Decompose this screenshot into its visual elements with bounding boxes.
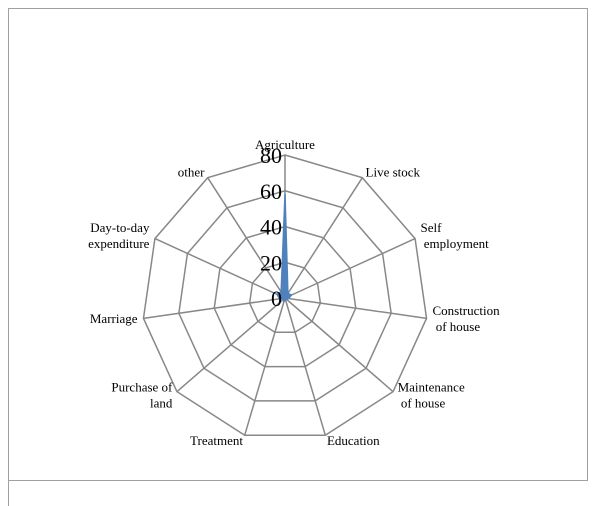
- frame: [8, 8, 588, 481]
- category-label: Maintenance of house: [398, 380, 465, 411]
- category-label: Construction of house: [432, 303, 500, 334]
- spoke: [284, 297, 427, 320]
- category-label: Agriculture: [255, 137, 315, 152]
- tick-label: 0: [271, 286, 282, 311]
- tick-label: 40: [260, 215, 282, 240]
- category-label: Day-to-day expenditure: [85, 220, 150, 251]
- tick-label: 80: [260, 143, 282, 168]
- spoke: [176, 297, 286, 393]
- category-label: Self employment: [421, 220, 490, 251]
- category-label: Education: [327, 433, 380, 448]
- spoke: [284, 237, 416, 299]
- category-label: other: [178, 165, 205, 180]
- grid-ring: [248, 261, 322, 334]
- spoke: [284, 297, 327, 436]
- grid-ring: [178, 189, 392, 402]
- category-label: Marriage: [90, 311, 138, 326]
- spoke: [284, 297, 394, 393]
- category-label: Purchase of land: [111, 380, 173, 411]
- spoke: [243, 297, 286, 436]
- spoke: [154, 237, 286, 299]
- tick-label: 20: [260, 250, 282, 275]
- category-label: Live stock: [366, 165, 421, 180]
- grid-ring: [213, 225, 357, 368]
- grid-ring: [142, 154, 428, 436]
- tick-label: 60: [260, 179, 282, 204]
- spoke: [207, 177, 286, 299]
- spoke: [284, 177, 363, 299]
- category-label: Treatment: [190, 433, 243, 448]
- series-area: [275, 194, 293, 304]
- spoke: [143, 297, 286, 320]
